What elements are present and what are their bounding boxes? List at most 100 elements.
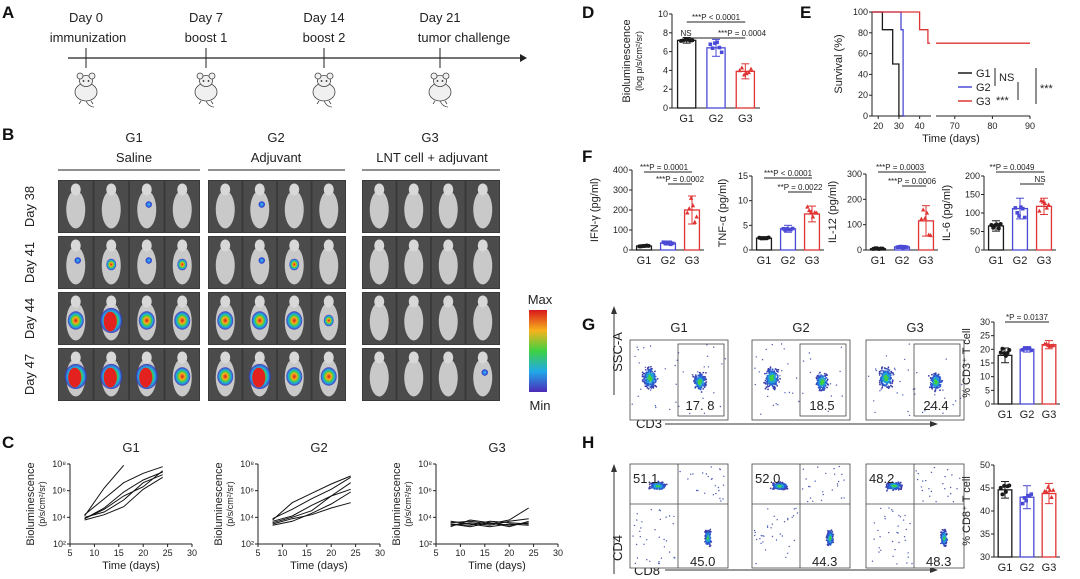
event-dot — [705, 542, 708, 545]
tumor-core — [139, 367, 153, 388]
event-dot — [777, 379, 780, 381]
bar-chart-g-bar: 0 5 10 15 20 25 30 G1 G2 G3 % CD3⁺ T cell *P = 0.01… — [961, 313, 1060, 421]
event-dot — [771, 368, 774, 371]
data-point — [1024, 498, 1028, 503]
event-dot — [886, 489, 888, 492]
y-tick-label: 15 — [738, 171, 748, 181]
event-dot — [649, 345, 652, 347]
mouse-head — [70, 183, 81, 196]
y-tick-label: 0 — [985, 399, 990, 409]
event-dot — [891, 540, 894, 543]
event-dot — [820, 499, 823, 502]
event-dot — [656, 377, 659, 380]
panel-c-charts: G1 5 10 15 20 25 30 10² 10⁴ 10⁶ 10⁸ Time (days) Biol… — [25, 440, 563, 572]
tumor-signal — [320, 367, 337, 386]
event-dot — [824, 384, 827, 387]
event-dot — [928, 488, 930, 490]
scale-max-label: Max — [528, 292, 553, 307]
event-dot — [825, 377, 828, 379]
flow-plot-g-g3: G3 24.4 — [865, 320, 965, 421]
event-dot — [787, 552, 789, 554]
data-point — [901, 245, 905, 250]
event-dot — [785, 556, 787, 559]
event-dot — [695, 379, 698, 382]
event-dot — [885, 371, 888, 374]
y-tick-label: 10² — [53, 539, 66, 549]
data-point — [715, 40, 719, 45]
significance-label: NS — [680, 29, 691, 38]
event-dot — [644, 375, 646, 378]
series-line — [272, 475, 351, 521]
event-dot — [764, 387, 767, 390]
event-dot — [822, 493, 824, 496]
event-dot — [697, 382, 700, 385]
bar-chart-d: 0 2 4 6 8 10 G1 G2 G3 Bioluminescence (log p/s/cm²… — [621, 9, 767, 125]
bar-g1 — [676, 39, 697, 109]
category-label: G2 — [709, 113, 724, 125]
event-dot — [920, 486, 923, 488]
event-dot — [892, 489, 894, 492]
event-dot — [891, 385, 894, 388]
tumor-signal — [217, 367, 234, 386]
event-dot — [940, 534, 942, 536]
mouse-head — [106, 239, 117, 252]
event-dot — [816, 381, 819, 384]
event-dot — [841, 473, 843, 476]
line-chart-g2: G2 5 10 15 20 25 30 10² 10⁴ 10⁶ 10⁸ Time (days) Biol… — [213, 440, 385, 572]
event-dot — [914, 393, 916, 395]
cd8-percent: 48.3 — [926, 554, 951, 569]
event-dot — [907, 552, 909, 554]
y-tick-label: 35 — [980, 529, 990, 539]
event-dot — [819, 385, 822, 387]
mouse-silhouette — [172, 190, 192, 229]
category-label: G3 — [738, 113, 753, 125]
data-point — [708, 42, 713, 47]
event-dot — [771, 380, 774, 383]
event-dot — [760, 542, 762, 544]
tumor-signal — [174, 311, 191, 330]
mouse-silhouette — [438, 190, 458, 229]
imaging-group-headers: G1 Saline G2 Adjuvant G3 LNT cell + adju… — [58, 130, 500, 171]
event-dot — [809, 486, 811, 488]
event-dot — [830, 532, 833, 535]
event-dot — [951, 474, 953, 476]
event-dot — [650, 509, 652, 511]
timeline-event: boost 2 — [303, 30, 346, 45]
event-dot — [703, 412, 706, 414]
event-dot — [650, 377, 653, 380]
mouse-silhouette — [250, 190, 270, 229]
color-scale: Max Min — [528, 292, 553, 413]
event-dot — [882, 378, 884, 380]
event-dot — [774, 375, 776, 378]
event-dot — [695, 382, 698, 385]
event-dot — [819, 371, 821, 374]
event-dot — [945, 544, 947, 547]
x-tick-label: 70 — [950, 121, 960, 131]
event-dot — [955, 400, 957, 402]
event-dot — [646, 375, 649, 378]
event-dot — [647, 387, 650, 390]
event-dot — [881, 386, 884, 389]
imaging-group-id: G2 — [267, 130, 284, 145]
event-dot — [783, 484, 786, 487]
event-dot — [809, 371, 812, 374]
event-dot — [710, 466, 712, 468]
event-dot — [840, 497, 843, 499]
panel-label-c: C — [2, 433, 14, 452]
mouse-head — [220, 183, 231, 196]
gate-value: 17. 8 — [686, 398, 715, 413]
event-dot — [805, 478, 807, 480]
event-dot — [942, 533, 944, 536]
event-dot — [942, 389, 944, 391]
mouse-silhouette — [369, 246, 389, 285]
event-dot — [707, 533, 710, 535]
event-dot — [925, 479, 927, 482]
event-dot — [771, 535, 774, 538]
event-dot — [706, 355, 709, 357]
event-dot — [776, 519, 778, 521]
mouse-silhouette — [473, 190, 493, 229]
event-dot — [773, 515, 775, 517]
mouse-head — [477, 351, 488, 364]
